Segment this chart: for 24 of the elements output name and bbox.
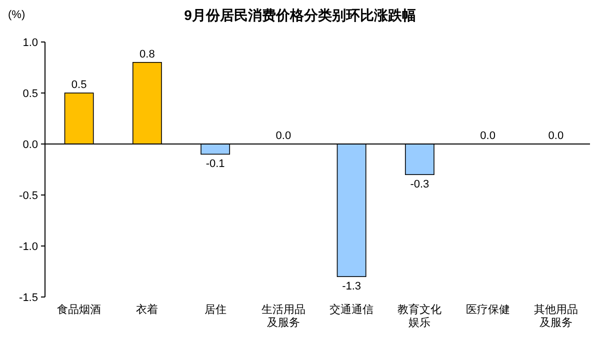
data-label: -0.1 xyxy=(206,158,225,170)
y-tick-label: 1.0 xyxy=(22,37,38,49)
data-label: -1.3 xyxy=(342,280,362,293)
x-tick-label: 其他用品及服务 xyxy=(534,303,578,330)
x-tick-label: 居住 xyxy=(204,304,226,316)
data-label: 0.5 xyxy=(71,79,87,91)
y-axis-title: (%) xyxy=(8,9,26,21)
chart-title: 9月份居民消费价格分类别环比涨跌幅 xyxy=(184,7,416,23)
x-tick-label: 交通通信 xyxy=(330,303,374,316)
x-tick-label: 医疗保健 xyxy=(466,303,510,316)
data-label: 0.0 xyxy=(480,130,496,142)
data-label: 0.0 xyxy=(548,130,564,142)
x-tick-label: 食品烟酒 xyxy=(57,303,102,316)
y-tick-label: 0.0 xyxy=(22,139,38,151)
y-tick-label: -0.5 xyxy=(19,190,38,202)
x-tick-label: 教育文化娱乐 xyxy=(398,303,442,330)
data-label: -0.3 xyxy=(410,178,430,191)
data-label: 0.0 xyxy=(276,130,292,142)
y-tick-label: -1.0 xyxy=(19,241,38,253)
data-label: 0.8 xyxy=(140,48,155,60)
x-tick-label: 衣着 xyxy=(136,303,158,316)
y-tick-label: 0.5 xyxy=(22,88,38,100)
x-tick-label: 生活用品及服务 xyxy=(261,303,306,330)
y-tick-label: -1.5 xyxy=(19,292,38,304)
